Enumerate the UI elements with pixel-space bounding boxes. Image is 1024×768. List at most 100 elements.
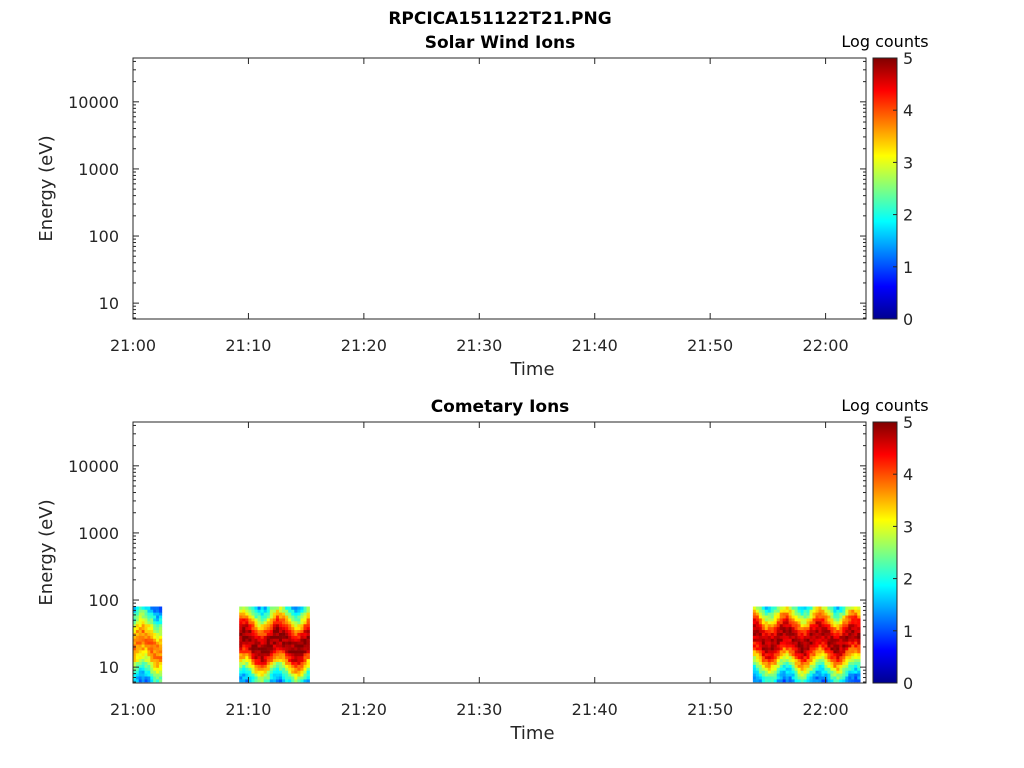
- spectrogram-cell: [153, 623, 157, 628]
- spectrogram-cell: [782, 670, 786, 674]
- spectrogram-cell: [812, 679, 816, 683]
- spectrogram-cell: [791, 670, 795, 674]
- spectrogram-cell: [153, 647, 157, 651]
- spectrogram-cell: [294, 618, 298, 622]
- spectrogram-cell: [845, 615, 849, 619]
- spectrogram-cell: [806, 612, 810, 616]
- spectrogram-cell: [242, 606, 246, 610]
- spectrogram-cell: [773, 621, 778, 625]
- spectrogram-cell: [303, 673, 307, 677]
- spectrogram-cell: [758, 658, 763, 662]
- spectrogram-cell: [254, 641, 258, 645]
- spectrogram-cell: [282, 618, 286, 622]
- y-axis-label: Energy (eV): [36, 499, 57, 605]
- spectrogram-cell: [812, 655, 816, 660]
- spectrogram-cell: [282, 609, 286, 613]
- spectrogram-cell: [242, 635, 246, 639]
- spectrogram-cell: [144, 644, 148, 648]
- spectrogram-cell: [135, 615, 140, 619]
- spectrogram-cell: [761, 626, 766, 631]
- spectrogram-cell: [156, 644, 160, 648]
- spectrogram-cell: [800, 673, 804, 677]
- spectrogram-cell: [788, 667, 792, 671]
- spectrogram-cell: [758, 629, 763, 633]
- spectrogram-cell: [833, 664, 837, 668]
- spectrogram-cell: [851, 612, 855, 616]
- spectrogram-cell: [135, 664, 140, 668]
- spectrogram-cell: [785, 615, 789, 619]
- spectrogram-cell: [288, 658, 292, 662]
- spectrogram-cell: [848, 632, 852, 636]
- spectrogram-cell: [239, 626, 243, 631]
- spectrogram-cell: [144, 676, 148, 680]
- spectrogram-cell: [285, 635, 289, 639]
- spectrogram-cell: [239, 658, 243, 662]
- spectrogram-cell: [275, 670, 280, 674]
- spectrogram-cell: [294, 612, 298, 616]
- spectrogram-cell: [297, 641, 301, 645]
- spectrogram-cell: [285, 609, 289, 613]
- spectrogram-cell: [282, 661, 286, 665]
- spectrogram-cell: [306, 658, 310, 662]
- spectrogram-cell: [848, 638, 852, 642]
- spectrogram-cell: [300, 673, 304, 677]
- spectrogram-cell: [275, 641, 280, 645]
- spectrogram-cell: [239, 609, 243, 613]
- spectrogram-cell: [788, 623, 792, 628]
- spectrogram-cell: [836, 629, 840, 633]
- spectrogram-cell: [851, 652, 855, 657]
- spectrogram-cell: [806, 623, 810, 628]
- spectrogram-cell: [818, 638, 822, 642]
- spectrogram-cell: [150, 635, 154, 639]
- spectrogram-cell: [306, 615, 310, 619]
- spectrogram-cell: [824, 641, 828, 645]
- spectrogram-cell: [830, 618, 834, 622]
- spectrogram-cell: [809, 661, 813, 665]
- spectrogram-cell: [303, 638, 307, 642]
- spectrogram-cell: [836, 638, 840, 642]
- spectrogram-cell: [260, 667, 264, 671]
- spectrogram-cell: [764, 644, 769, 648]
- spectrogram-cell: [842, 612, 846, 616]
- spectrogram-cell: [272, 623, 277, 628]
- spectrogram-cell: [848, 647, 852, 651]
- spectrogram-cell: [818, 641, 822, 645]
- spectrogram-cell: [254, 644, 258, 648]
- spectrogram-cell: [282, 629, 286, 633]
- spectrogram-cell: [254, 647, 258, 651]
- spectrogram-cell: [153, 606, 157, 610]
- spectrogram-cell: [285, 670, 289, 674]
- spectrogram-cell: [245, 661, 249, 665]
- spectrogram-cell: [147, 658, 151, 662]
- spectrogram-cell: [138, 621, 142, 625]
- spectrogram-cell: [158, 615, 163, 619]
- spectrogram-cell: [761, 650, 766, 654]
- spectrogram-cell: [851, 632, 855, 636]
- x-tick-label: 21:40: [572, 700, 618, 719]
- spectrogram-cell: [812, 676, 816, 680]
- spectrogram-cell: [806, 618, 810, 622]
- spectrogram-cell: [294, 676, 298, 680]
- spectrogram-cell: [291, 621, 295, 625]
- spectrogram-cell: [245, 638, 249, 642]
- spectrogram-cell: [818, 667, 822, 671]
- spectrogram-cell: [269, 612, 274, 616]
- spectrogram-cell: [133, 667, 137, 671]
- spectrogram-cell: [812, 652, 816, 657]
- spectrogram-cell: [779, 618, 783, 622]
- spectrogram-cell: [297, 679, 301, 683]
- spectrogram-cell: [306, 606, 310, 610]
- spectrogram-cell: [254, 667, 258, 671]
- spectrogram-cell: [776, 623, 781, 628]
- spectrogram-cell: [827, 676, 831, 680]
- spectrogram-cell: [785, 676, 789, 680]
- spectrogram-cell: [767, 609, 772, 613]
- spectrogram-cell: [141, 664, 145, 668]
- spectrogram-cell: [257, 664, 261, 668]
- spectrogram-cell: [758, 606, 763, 610]
- spectrogram-cell: [239, 623, 243, 628]
- spectrogram-cell: [291, 609, 295, 613]
- spectrogram-cell: [839, 623, 843, 628]
- spectrogram-cell: [257, 638, 261, 642]
- spectrogram-cell: [279, 644, 283, 648]
